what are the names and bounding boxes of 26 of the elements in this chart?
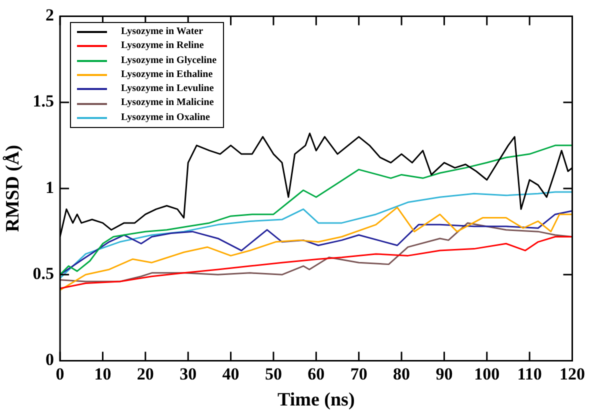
x-tick-label: 80 (393, 364, 410, 384)
x-axis-title: Time (ns) (278, 390, 355, 411)
x-tick-label: 100 (474, 364, 500, 384)
legend-label: Lysozyme in Water (121, 25, 204, 39)
y-tick-label: 1.5 (32, 92, 54, 111)
y-tick-label: 0.5 (32, 264, 54, 284)
x-tick-label: 50 (264, 364, 282, 384)
x-tick-label: 120 (560, 364, 585, 384)
legend-label: Lysozyme in Levuline (121, 82, 214, 96)
x-tick-label: 60 (308, 364, 325, 384)
legend-label: Lysozyme in Malicine (121, 96, 214, 110)
y-axis-title: RMSD (Å) (2, 144, 24, 232)
legend-label: Lysozyme in Ethaline (121, 68, 213, 82)
x-tick-label: 10 (94, 364, 112, 384)
x-tick-label: 110 (517, 364, 542, 384)
legend-label: Lysozyme in Reline (121, 39, 204, 54)
x-tick-label: 20 (136, 364, 154, 384)
y-tick-label: 1 (46, 178, 54, 197)
legend-label: Lysozyme in Glyceline (121, 54, 217, 68)
x-tick-label: 30 (180, 364, 197, 384)
y-tick-label: 2 (46, 6, 54, 25)
x-tick-label: 40 (222, 364, 240, 384)
x-tick-label: 70 (350, 364, 368, 384)
x-tick-label: 90 (436, 364, 453, 384)
legend-label: Lysozyme in Oxaline (121, 110, 210, 125)
y-tick-label: 0 (46, 350, 54, 370)
